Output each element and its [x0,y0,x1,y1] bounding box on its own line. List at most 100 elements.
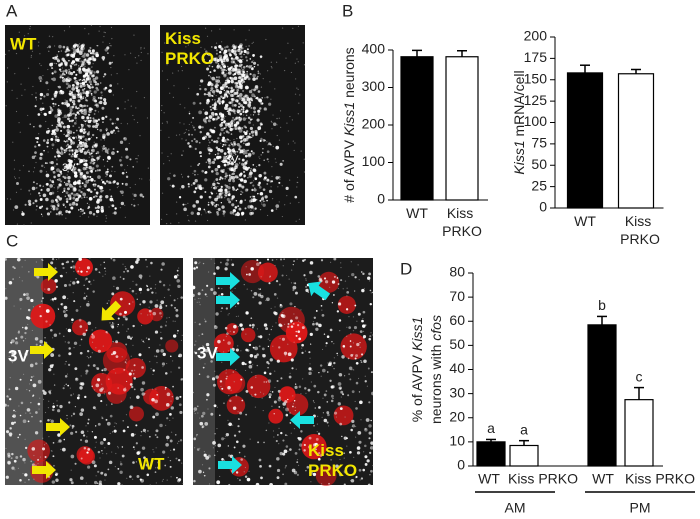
speckle [94,180,96,182]
speckle [165,425,166,426]
speckle [11,90,12,91]
speckle [69,138,70,139]
speckle [246,118,247,119]
speckle [215,168,219,172]
y-tick-label: 150 [524,70,548,86]
speckle [27,115,28,116]
speckle [340,391,343,394]
speckle [173,97,174,98]
speckle [96,153,97,154]
speckle [254,394,256,396]
speckle [89,211,92,214]
speckle [24,462,25,463]
speckle [59,170,60,171]
speckle [147,314,148,315]
speckle [282,312,283,313]
speckle [298,26,299,27]
speckle [23,374,24,375]
speckle [206,132,210,136]
speckle [138,204,139,205]
speckle [151,398,155,402]
speckle [97,83,100,86]
speckle [297,259,298,260]
speckle [332,398,333,399]
speckle [305,286,307,288]
speckle [87,305,88,306]
speckle [232,90,234,92]
speckle [58,183,61,186]
speckle [284,483,287,486]
speckle [369,280,370,281]
speckle [136,63,137,64]
speckle [301,348,302,349]
speckle [116,118,119,121]
speckle [52,36,53,37]
speckle [251,150,253,152]
speckle [214,189,215,190]
y-tick-label: 50 [531,156,547,172]
speckle [114,430,117,433]
speckle [107,152,109,154]
speckle [68,352,71,355]
speckle [248,45,249,46]
speckle [238,119,241,122]
speckle [99,198,103,202]
image-label: WT [138,454,165,473]
speckle [57,205,59,207]
speckle [117,83,118,84]
speckle [109,43,110,44]
speckle [195,322,196,323]
speckle [19,177,20,178]
speckle [71,318,74,321]
speckle [52,409,55,412]
speckle [258,113,260,115]
speckle [293,141,294,142]
speckle [198,470,202,474]
speckle [113,55,114,56]
speckle [304,444,306,446]
speckle [69,120,71,122]
speckle [238,117,240,119]
speckle [221,161,222,162]
speckle [225,55,228,58]
speckle [69,92,72,95]
speckle [129,475,132,478]
speckle [23,340,24,341]
speckle [361,320,364,323]
speckle [231,144,233,146]
speckle [67,176,70,179]
speckle [308,389,311,392]
speckle [237,60,239,62]
speckle [282,27,283,28]
speckle [155,388,156,389]
speckle [232,109,235,112]
speckle [102,41,103,42]
speckle [39,185,41,187]
speckle [26,316,29,319]
speckle [53,208,56,211]
speckle [287,451,288,452]
speckle [221,458,224,461]
speckle [141,52,142,53]
speckle [254,292,258,296]
speckle [63,387,65,389]
speckle [26,293,29,296]
speckle [87,165,88,166]
speckle [111,74,112,75]
speckle [292,395,293,396]
speckle [79,319,82,322]
speckle [119,471,122,474]
speckle [117,326,118,327]
speckle [196,181,197,182]
speckle [181,138,182,139]
speckle [78,197,80,199]
speckle [82,91,85,94]
speckle [110,195,112,197]
speckle [243,180,247,184]
speckle [122,446,123,447]
speckle [331,385,334,388]
speckle [276,440,278,442]
speckle [353,330,354,331]
speckle [53,105,54,106]
speckle [8,455,11,458]
